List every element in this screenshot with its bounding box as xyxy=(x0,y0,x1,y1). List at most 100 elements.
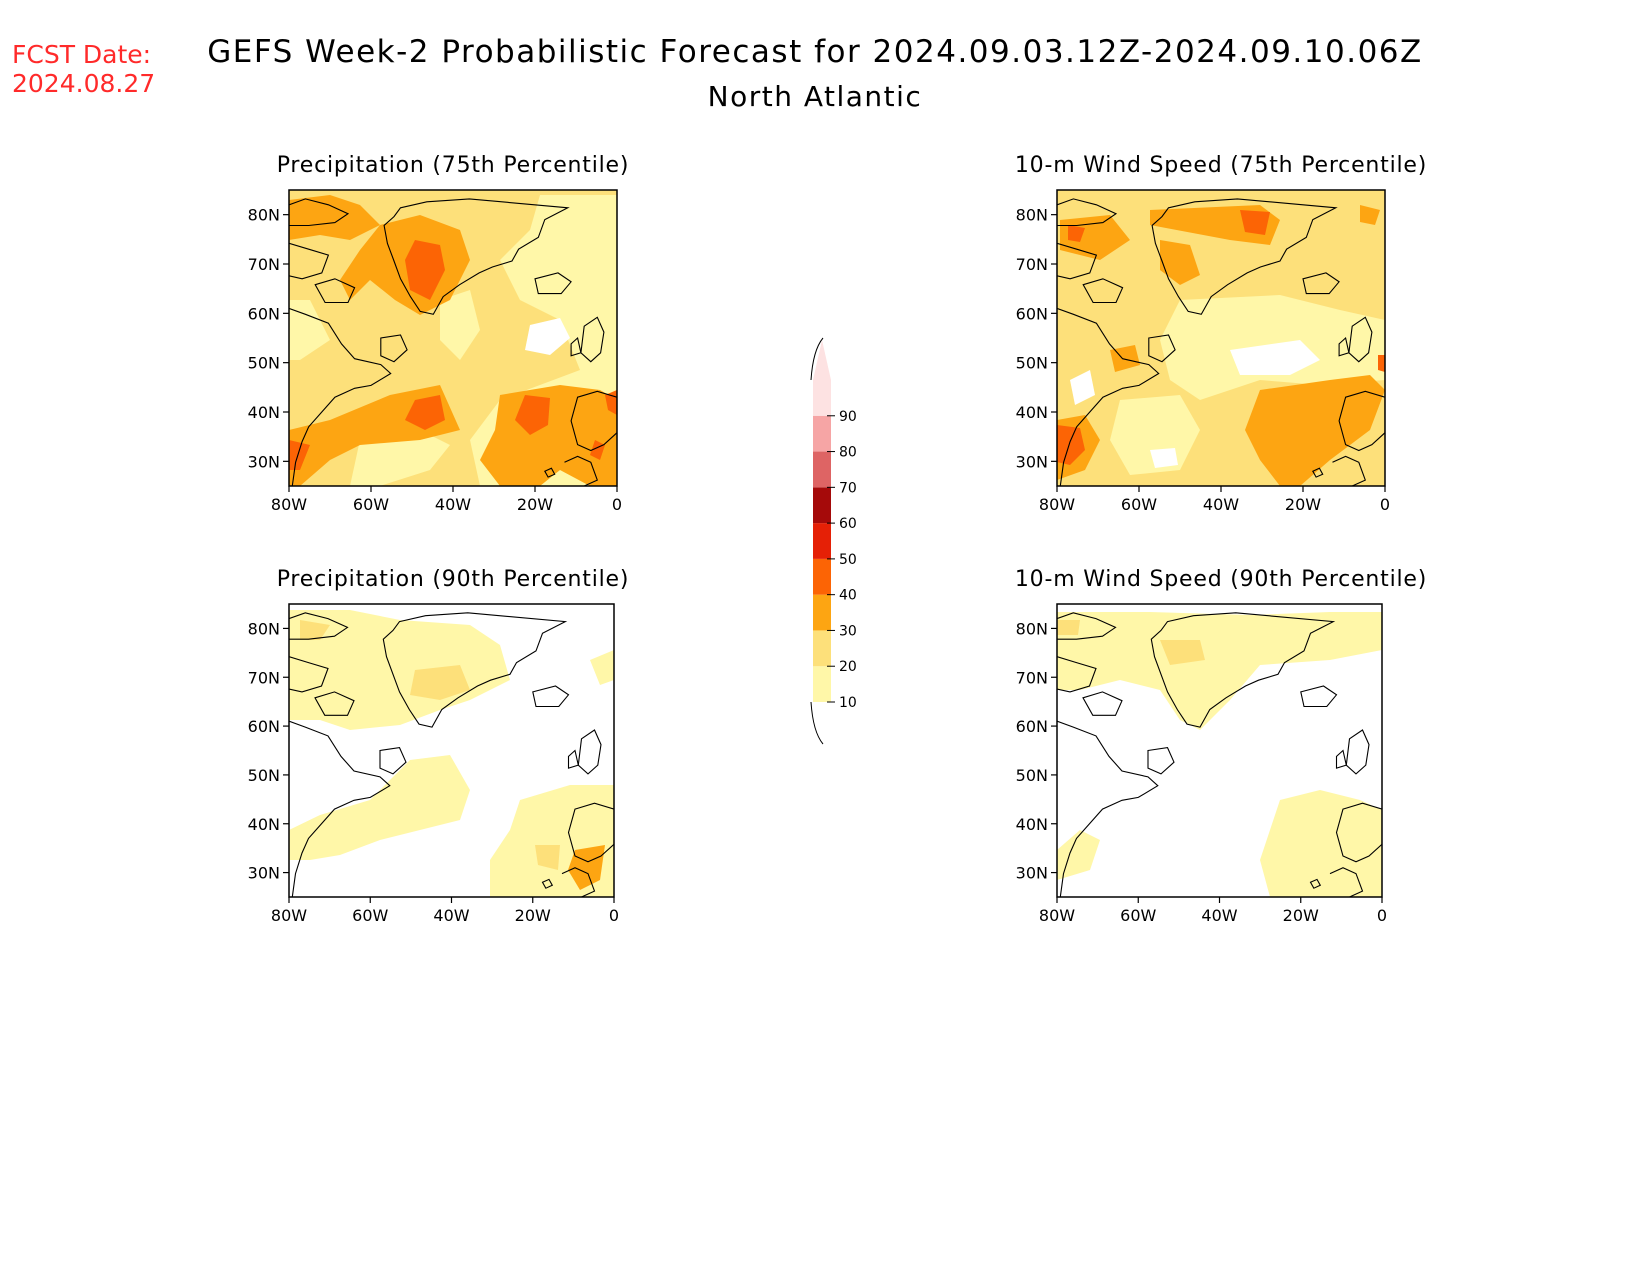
lon-tick-label: 0 xyxy=(612,495,622,514)
coastlines xyxy=(289,198,1385,897)
lat-tick-label: 50N xyxy=(1016,766,1048,785)
coastline xyxy=(570,336,582,357)
panel-precip-90: Precipitation (90th Percentile) xyxy=(277,567,630,897)
panel-precip-75: Precipitation (75th Percentile) xyxy=(277,153,628,486)
panel-wind-90: 10-m Wind Speed (90th Percentile) xyxy=(1015,567,1427,897)
colorbar-swatch xyxy=(813,666,831,702)
lat-tick-label: 30N xyxy=(1016,864,1048,883)
lon-tick-label: 40W xyxy=(435,495,471,514)
lat-tick-label: 60N xyxy=(248,304,280,323)
coastline xyxy=(1082,278,1124,304)
lat-tick-label: 70N xyxy=(1016,668,1048,687)
coastline xyxy=(1057,612,1117,640)
coastline xyxy=(1300,685,1338,708)
coastline-panel xyxy=(289,612,614,897)
colorbar-level-label: 60 xyxy=(839,516,857,532)
coastline xyxy=(1057,242,1098,280)
lon-tick-label: 20W xyxy=(517,495,553,514)
coastline xyxy=(1057,656,1097,693)
lon-tick-label: 80W xyxy=(1039,495,1075,514)
lon-tick-label: 60W xyxy=(353,495,389,514)
colorbar-level-label: 90 xyxy=(839,409,857,425)
coastline xyxy=(1148,334,1176,363)
coastline xyxy=(314,691,355,716)
lat-tick-label: 80N xyxy=(248,206,280,225)
colorbar-high-cap xyxy=(813,340,831,380)
coastline xyxy=(1057,198,1118,227)
coastline xyxy=(1057,307,1160,486)
coastline-panel xyxy=(1057,612,1382,897)
lat-tick-label: 40N xyxy=(1016,403,1048,422)
colorbar-level-label: 30 xyxy=(839,623,857,639)
lat-tick-label: 40N xyxy=(1016,815,1048,834)
colorbar-swatch xyxy=(813,451,831,488)
coastline xyxy=(1312,467,1324,478)
lon-tick-label: 0 xyxy=(1377,906,1387,925)
coastline xyxy=(379,746,407,775)
lat-tick-label: 50N xyxy=(1016,354,1048,373)
coastline xyxy=(383,198,570,315)
colorbar-swatch xyxy=(813,594,831,631)
coastline xyxy=(1329,867,1364,897)
lat-tick-label: 60N xyxy=(1016,304,1048,323)
coastline xyxy=(567,749,579,769)
coastline xyxy=(541,878,554,889)
coastline xyxy=(1338,336,1350,357)
colorbar-level-label: 10 xyxy=(839,695,857,711)
lat-tick-label: 50N xyxy=(248,766,280,785)
coastline xyxy=(1302,272,1340,295)
panel-title: Precipitation (90th Percentile) xyxy=(277,567,630,592)
coastline xyxy=(567,802,614,863)
colorbar-level-label: 80 xyxy=(839,445,857,461)
coastline-panel xyxy=(1057,198,1385,486)
page-title: GEFS Week-2 Probabilistic Forecast for 2… xyxy=(207,34,1423,70)
lat-tick-label: 70N xyxy=(248,255,280,274)
lon-tick-label: 80W xyxy=(1039,906,1075,925)
lon-tick-label: 40W xyxy=(433,906,469,925)
coastline xyxy=(1082,691,1123,716)
coastline xyxy=(1151,198,1338,315)
coastline xyxy=(532,685,570,708)
coastline xyxy=(289,242,330,280)
coastline xyxy=(314,278,356,304)
lat-tick-label: 60N xyxy=(248,717,280,736)
coastline xyxy=(564,455,598,486)
panel-title: 10-m Wind Speed (90th Percentile) xyxy=(1015,567,1427,592)
coastline xyxy=(382,612,568,728)
coastline xyxy=(289,656,329,693)
coastline xyxy=(1309,878,1322,889)
lat-tick-label: 80N xyxy=(1016,206,1048,225)
coastline xyxy=(289,198,350,227)
lon-tick-label: 20W xyxy=(1285,495,1321,514)
map-axes: 80N 70N 60N 50N 40N 30N 80W 60W 40W 20W 0 80N 70N 60N… xyxy=(248,189,1390,925)
colorbar-swatch xyxy=(813,523,831,559)
colorbar-low-cap xyxy=(813,702,831,742)
lon-tick-label: 20W xyxy=(515,906,551,925)
lat-tick-label: 50N xyxy=(248,354,280,373)
lon-tick-label: 80W xyxy=(271,906,307,925)
lon-tick-label: 40W xyxy=(1201,906,1237,925)
colorbar-level-label: 40 xyxy=(839,588,857,604)
lon-tick-label: 60W xyxy=(1121,495,1157,514)
panel-wind-75: 10-m Wind Speed (75th Percentile) xyxy=(1015,153,1427,486)
colorbar-swatch xyxy=(813,558,831,595)
panel-title: 10-m Wind Speed (75th Percentile) xyxy=(1015,153,1427,178)
lat-tick-label: 30N xyxy=(248,452,280,471)
coastline xyxy=(1150,612,1336,728)
lat-tick-label: 80N xyxy=(1016,619,1048,638)
coastline xyxy=(561,867,596,897)
lon-tick-label: 40W xyxy=(1203,495,1239,514)
fcst-date-label: FCST Date: xyxy=(12,40,151,69)
coastline-panel xyxy=(289,198,617,486)
lat-tick-label: 40N xyxy=(248,403,280,422)
fcst-date-value: 2024.08.27 xyxy=(12,69,155,98)
coastline xyxy=(1332,455,1366,486)
colorbar: 10 20 30 40 50 60 70 80 90 xyxy=(810,337,857,745)
colorbar-level-label: 70 xyxy=(839,480,857,496)
lon-tick-label: 80W xyxy=(271,495,307,514)
coastline xyxy=(289,612,349,640)
lat-tick-label: 70N xyxy=(248,668,280,687)
coastline xyxy=(544,467,556,478)
lon-tick-label: 60W xyxy=(352,906,388,925)
colorbar-swatch xyxy=(813,630,831,667)
